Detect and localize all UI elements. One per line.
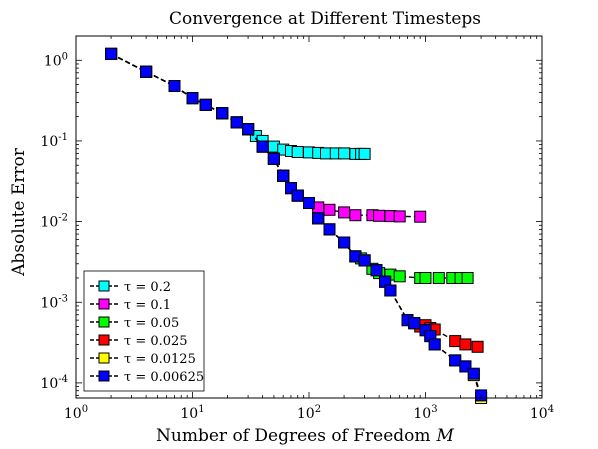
data-point [216, 107, 229, 120]
data-point [432, 272, 445, 284]
data-point [358, 254, 371, 267]
data-point [267, 152, 280, 165]
data-point [414, 210, 427, 223]
data-point [428, 338, 441, 351]
data-point [373, 209, 386, 222]
data-point [338, 236, 351, 249]
series-6 [105, 47, 488, 402]
legend-entry: τ = 0.2 [90, 280, 171, 295]
data-point [449, 354, 462, 367]
x-tick-label: 100 [64, 404, 88, 422]
y-axis-label: Absolute Error [9, 147, 29, 277]
data-point [291, 146, 304, 158]
legend-label: τ = 0.0125 [124, 352, 196, 367]
data-point [338, 206, 351, 219]
data-point [370, 264, 383, 277]
data-point [168, 80, 181, 92]
data-point [459, 360, 472, 373]
data-point [285, 182, 297, 195]
x-axis-label-variable: M [436, 426, 455, 446]
data-point [230, 116, 243, 129]
y-tick-label: 100 [44, 51, 68, 69]
data-point [449, 335, 462, 348]
legend-entry: τ = 0.025 [90, 334, 188, 349]
legend-entry: τ = 0.1 [90, 298, 171, 313]
data-point [393, 270, 406, 283]
data-point [242, 123, 255, 136]
y-tick-label: 10-2 [40, 213, 68, 231]
y-tick-label: 10-3 [40, 293, 68, 311]
x-tick-label: 104 [530, 404, 554, 422]
legend-entry: τ = 0.0125 [90, 352, 196, 367]
data-point [338, 147, 351, 160]
legend-label: τ = 0.05 [124, 316, 179, 331]
y-tick-label: 10-4 [40, 374, 68, 392]
legend-label: τ = 0.025 [124, 334, 188, 349]
legend-marker [98, 298, 110, 310]
data-point [105, 47, 118, 60]
legend: τ = 0.2 τ = 0.1 τ = 0.05 τ = 0.025 τ = 0.012… [83, 270, 205, 392]
x-tick-label: 101 [180, 404, 204, 422]
legend-entry: τ = 0.05 [90, 316, 179, 331]
data-point [408, 317, 421, 330]
legend-entry: τ = 0.00625 [90, 370, 204, 385]
data-point [358, 147, 371, 160]
legend-marker [98, 352, 110, 364]
legend-label: τ = 0.00625 [124, 370, 204, 385]
legend-marker [98, 280, 110, 292]
legend-marker [98, 316, 110, 328]
data-point [461, 272, 474, 284]
data-point [256, 140, 269, 153]
data-point [199, 98, 212, 111]
x-axis-label: Number of Degrees of Freedom M [156, 426, 455, 446]
legend-marker [98, 334, 110, 346]
data-point [419, 272, 432, 284]
data-point [459, 338, 472, 351]
y-tick-label: 10-1 [40, 132, 68, 150]
data-point [393, 210, 406, 223]
data-point [291, 189, 304, 202]
data-point [467, 367, 480, 380]
data-point [323, 203, 336, 216]
axes-layer: 100 101 102 103 104 10-4 10-3 10-2 10-1 100 [40, 35, 554, 422]
data-point [186, 92, 199, 105]
data-point [140, 65, 153, 78]
chart-title: Convergence at Different Timesteps [169, 9, 481, 29]
data-point [303, 197, 315, 209]
data-point [349, 209, 362, 222]
x-tick-label: 103 [413, 404, 437, 422]
data-layer [105, 47, 488, 404]
x-axis-label-text: Number of Degrees of Freedom [156, 426, 431, 446]
data-point [471, 340, 484, 353]
x-tick-label: 102 [297, 404, 321, 422]
legend-marker [98, 370, 110, 382]
data-point [312, 212, 325, 225]
data-point [323, 223, 336, 236]
data-point [277, 169, 290, 182]
legend-label: τ = 0.1 [124, 298, 171, 313]
data-point [384, 284, 397, 297]
legend-label: τ = 0.2 [124, 280, 171, 295]
